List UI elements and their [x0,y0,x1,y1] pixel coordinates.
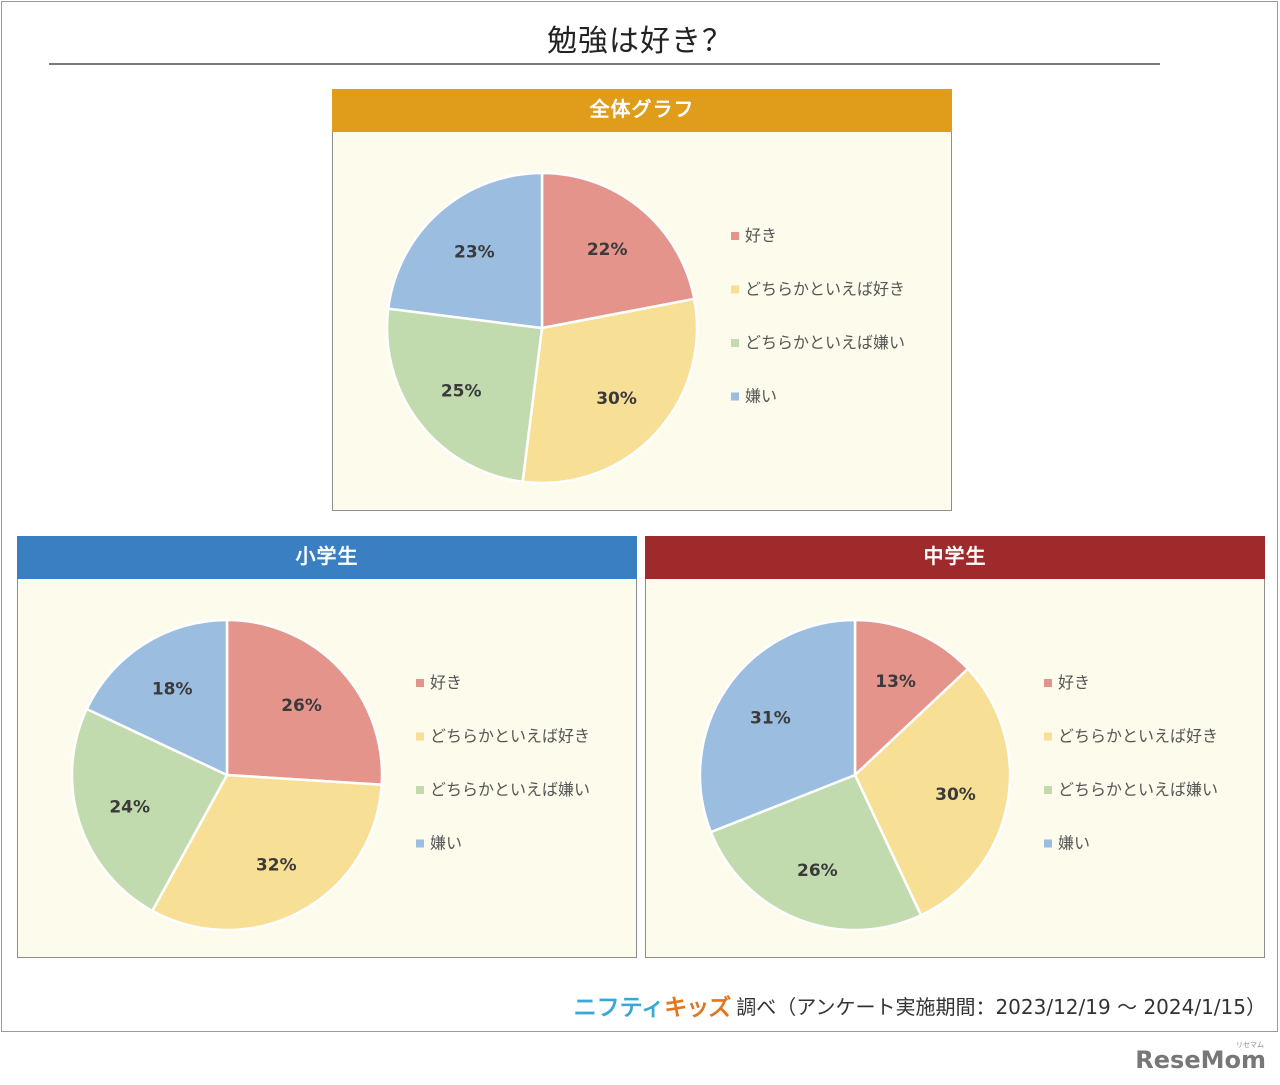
pie-label-junior-high-dislike: 31% [750,708,791,728]
pie-label-overall-somewhat-like: 30% [596,389,637,409]
legend-swatch-elementary-like [416,679,424,687]
watermark-kana: リセマム [1236,1041,1264,1049]
chart-panel-junior-high: 中学生 13% 30% 26% 31% 好きどちらかといえば好き どちらかといえば嫌い 嫌い [645,536,1265,958]
legend-swatch-overall-somewhat-dislike [731,339,739,347]
pie-slice-junior-high-dislike [698,618,857,834]
panel-header-overall: 全体グラフ [332,89,952,132]
chart-panel-overall: 全体グラフ 22% 30% 25% 23% 好きどちらかといえば好き どちらかといえば嫌い… [332,89,952,511]
watermark-text: ReseMom [1135,1046,1266,1074]
pie-slice-junior-high-somewhat-dislike [709,773,923,932]
pie-label-elementary-like: 26% [281,696,322,716]
source-note: ニフティ キッズ 調べ（アンケート実施期間：2023/12/19 ～ 2024/… [574,988,1266,1022]
legend-label-elementary-somewhat-dislike: どちらかといえば嫌い [430,780,590,799]
legend-label-junior-high-dislike: 嫌い [1058,834,1090,853]
pie-label-junior-high-somewhat-like: 30% [935,785,976,805]
legend-label-overall-dislike: 嫌い [745,387,777,406]
pie-label-junior-high-like: 13% [875,672,916,692]
pie-slice-elementary-like [225,618,384,787]
pie-slice-junior-high-somewhat-like [853,667,1012,917]
title-divider [49,63,1160,65]
pie-slice-overall-somewhat-dislike [385,307,544,484]
legend-swatch-elementary-somewhat-like [416,732,424,741]
pie-label-overall-like: 22% [587,240,628,260]
legend-label-overall-somewhat-like: どちらかといえば好き [745,280,905,299]
pie-label-elementary-dislike: 18% [152,680,193,700]
legend-swatch-junior-high-dislike [1044,839,1052,848]
pie-label-overall-dislike: 23% [454,242,495,262]
legend-label-elementary-somewhat-like: どちらかといえば好き [430,727,590,746]
logo-text-nifty: ニフティ [573,995,665,1021]
pie-slice-overall-like [540,171,696,330]
legend-swatch-junior-high-somewhat-dislike [1044,786,1052,794]
legend-swatch-junior-high-like [1044,679,1052,687]
pie-slice-elementary-dislike [85,618,229,777]
panel-header-junior-high: 中学生 [645,536,1265,579]
legend-swatch-overall-dislike [731,392,739,401]
legend-swatch-overall-somewhat-like [731,285,739,294]
legend-swatch-elementary-somewhat-dislike [416,786,424,794]
legend-swatch-overall-like [731,232,739,240]
page-title: 勉強は好き？ [547,24,733,59]
pie-label-elementary-somewhat-like: 32% [256,856,297,876]
panel-header-elementary: 小学生 [17,536,637,579]
source-text: 調べ（アンケート実施期間：2023/12/19 ～ 2024/1/15） [736,994,1266,1019]
pie-label-overall-somewhat-dislike: 25% [441,382,482,402]
legend-label-overall-like: 好き [745,226,777,245]
pie-label-elementary-somewhat-dislike: 24% [109,798,150,818]
legend-label-overall-somewhat-dislike: どちらかといえば嫌い [745,333,905,352]
pie-slice-overall-dislike [386,171,544,330]
legend-label-junior-high-somewhat-dislike: どちらかといえば嫌い [1058,780,1218,799]
nifty-kids-logo: ニフティ キッズ [573,988,732,1022]
pie-slice-elementary-somewhat-dislike [70,707,229,913]
pie-slice-elementary-somewhat-like [150,773,384,932]
legend-swatch-junior-high-somewhat-like [1044,732,1052,741]
legend-label-junior-high-somewhat-like: どちらかといえば好き [1058,727,1218,746]
legend-swatch-elementary-dislike [416,839,424,848]
pie-slice-junior-high-like [853,618,970,778]
legend-label-junior-high-like: 好き [1058,673,1090,692]
pie-slice-overall-somewhat-like [521,297,699,485]
logo-text-kids: キッズ [664,995,731,1021]
legend-label-elementary-like: 好き [430,673,462,692]
chart-panel-elementary: 小学生 26% 32% 24% 18% 好きどちらかといえば好き どちらかといえば嫌い 嫌い [17,536,637,958]
watermark-logo: ReseMom リセマム [1135,1041,1266,1074]
legend-label-elementary-dislike: 嫌い [430,834,462,853]
pie-label-junior-high-somewhat-dislike: 26% [797,861,838,881]
